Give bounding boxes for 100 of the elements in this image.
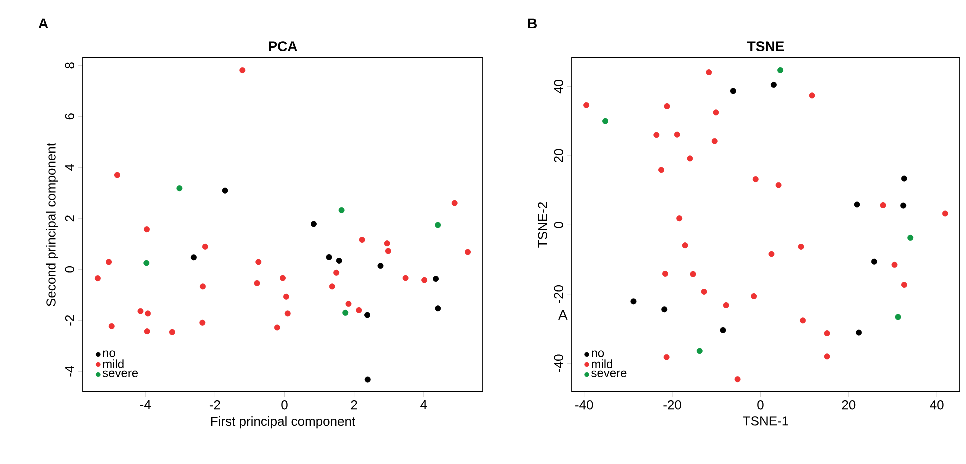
point — [824, 330, 830, 337]
y-tick-label: -40 — [554, 354, 564, 372]
x-tick-label: -4 — [140, 400, 152, 410]
point — [712, 138, 718, 144]
y-axis-title: TSNE-2 — [538, 202, 548, 248]
legend-label: mild — [103, 360, 124, 368]
point — [770, 82, 777, 88]
point — [630, 298, 637, 305]
x-tick-label: 20 — [842, 400, 856, 410]
point — [664, 354, 670, 360]
point — [222, 188, 228, 194]
point — [676, 216, 683, 222]
point — [452, 200, 458, 206]
x-tick-label: 2 — [351, 400, 358, 410]
point — [169, 329, 176, 336]
point — [280, 275, 286, 282]
point — [768, 251, 775, 258]
y-tick-label: -4 — [66, 366, 74, 377]
point — [200, 320, 206, 326]
text: B — [528, 18, 537, 28]
point — [682, 242, 688, 249]
point — [776, 182, 782, 188]
point — [356, 307, 362, 314]
x-tick-label: -2 — [210, 400, 220, 410]
point — [778, 67, 784, 74]
point — [723, 302, 730, 308]
point — [752, 176, 759, 182]
point — [256, 259, 262, 266]
point — [435, 222, 442, 228]
point — [696, 348, 703, 354]
point — [346, 301, 352, 308]
text: A — [558, 310, 568, 320]
x-tick-label: 0 — [758, 400, 764, 410]
y-tick-label: 40 — [554, 80, 564, 94]
point — [901, 282, 908, 288]
point — [144, 328, 150, 335]
point — [200, 284, 206, 290]
point — [422, 277, 428, 284]
y-tick-label: 20 — [554, 149, 564, 163]
chart-title: TSNE — [747, 42, 784, 52]
point — [662, 270, 668, 277]
chart-title: PCA — [269, 42, 298, 52]
point — [145, 310, 152, 317]
point — [730, 88, 736, 94]
point — [378, 263, 384, 270]
y-tick-label: 6 — [65, 114, 74, 120]
x-tick-label: 0 — [282, 400, 288, 410]
point — [138, 308, 144, 314]
point — [176, 186, 183, 192]
y-tick-label: 0 — [554, 222, 564, 228]
point — [108, 323, 115, 330]
point — [435, 306, 442, 312]
point — [654, 132, 660, 138]
point — [824, 354, 830, 360]
point — [465, 249, 472, 256]
x-tick-label: 4 — [420, 400, 428, 410]
x-axis-title: First principal component — [211, 416, 356, 429]
point — [342, 310, 349, 316]
point — [433, 276, 440, 282]
point — [895, 314, 902, 320]
point — [402, 275, 409, 282]
point — [144, 260, 150, 266]
point — [664, 103, 670, 110]
point — [144, 226, 150, 233]
point — [284, 310, 291, 317]
point — [854, 202, 860, 208]
y-tick-label: 4 — [66, 164, 74, 171]
point — [690, 271, 696, 278]
point — [880, 202, 886, 208]
text: A — [38, 18, 48, 28]
legend-label: severe — [102, 370, 138, 378]
x-tick-label: -20 — [664, 400, 682, 410]
point — [751, 293, 758, 300]
point — [901, 176, 908, 182]
point — [359, 237, 366, 244]
point — [942, 210, 948, 217]
point — [900, 202, 907, 209]
point — [114, 172, 120, 178]
point — [329, 284, 336, 290]
point — [336, 258, 342, 264]
point — [706, 70, 712, 76]
point — [364, 312, 371, 318]
point — [283, 294, 290, 300]
point — [240, 67, 246, 74]
point — [908, 234, 914, 241]
point — [338, 207, 345, 214]
point — [254, 280, 260, 286]
point — [310, 221, 317, 228]
point — [326, 254, 332, 260]
y-axis-title: Second principal component — [46, 143, 58, 306]
point — [658, 167, 665, 174]
legend-label: mild — [592, 360, 612, 368]
point — [687, 156, 694, 162]
point — [602, 118, 609, 124]
point — [798, 244, 804, 250]
point — [385, 248, 392, 254]
y-tick-label: 0 — [65, 266, 74, 273]
point — [720, 327, 726, 334]
point — [856, 330, 862, 336]
point — [701, 288, 708, 295]
